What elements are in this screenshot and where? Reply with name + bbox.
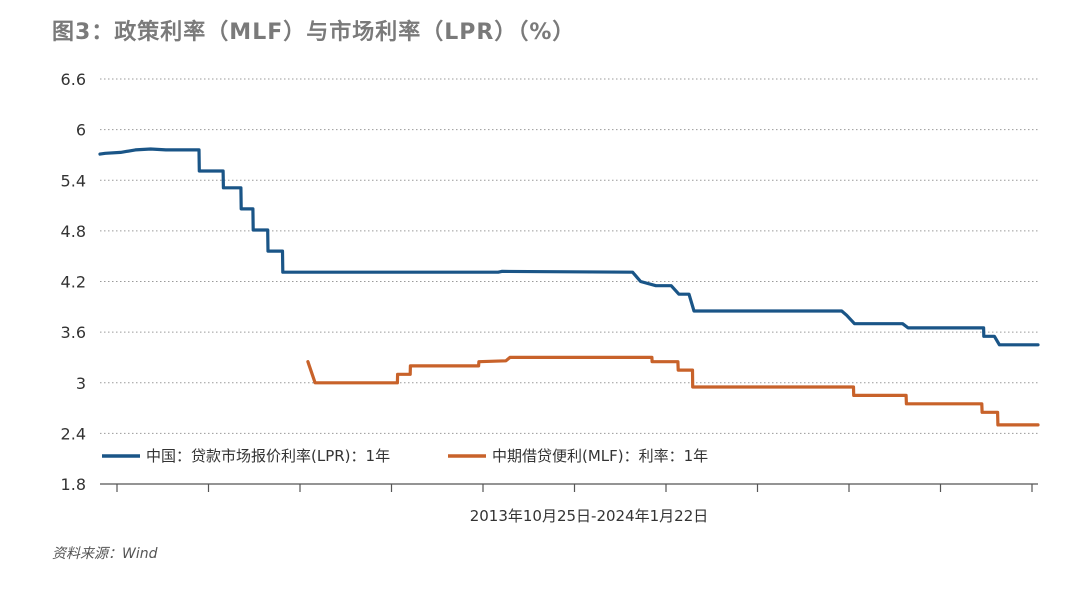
legend-label: 中期借贷便利(MLF)：利率：1年 bbox=[492, 447, 708, 465]
legend-label: 中国：贷款市场报价利率(LPR)：1年 bbox=[146, 447, 390, 465]
y-tick-label: 5.4 bbox=[61, 171, 86, 190]
x-axis-caption: 2013年10月25日-2024年1月22日 bbox=[470, 507, 709, 525]
y-tick-label: 6 bbox=[76, 121, 86, 140]
legend: 中国：贷款市场报价利率(LPR)：1年 中期借贷便利(MLF)：利率：1年 bbox=[102, 447, 708, 465]
y-axis-ticks: 6.6 6 5.4 4.8 4.2 3.6 3 2.4 1.8 bbox=[61, 70, 86, 494]
y-tick-label: 6.6 bbox=[61, 70, 86, 89]
y-tick-label: 3.6 bbox=[61, 323, 86, 342]
y-tick-label: 1.8 bbox=[61, 475, 86, 494]
y-tick-label: 4.8 bbox=[61, 222, 86, 241]
series-line-2 bbox=[306, 355, 1040, 427]
y-tick-label: 4.2 bbox=[61, 273, 86, 292]
series-line-1 bbox=[98, 147, 1040, 347]
x-axis bbox=[100, 483, 1038, 492]
y-tick-label: 3 bbox=[76, 374, 86, 393]
source-note: 资料来源：Wind bbox=[52, 546, 158, 562]
gridlines bbox=[100, 78, 1038, 434]
chart-title: 图3：政策利率（MLF）与市场利率（LPR）（%） bbox=[52, 20, 576, 45]
y-tick-label: 2.4 bbox=[61, 424, 86, 443]
series-lines bbox=[98, 147, 1040, 427]
